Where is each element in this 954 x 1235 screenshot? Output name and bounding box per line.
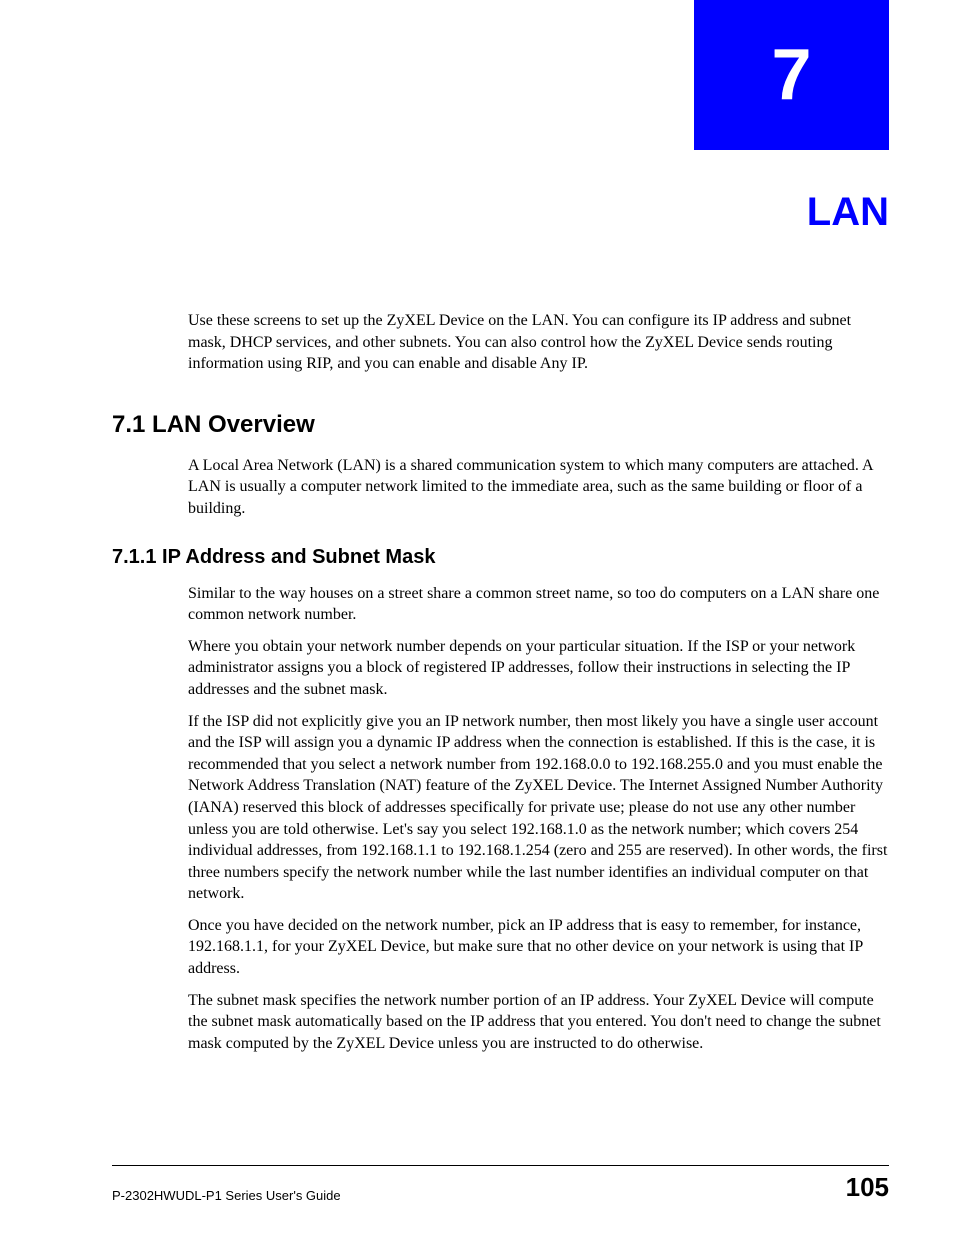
chapter-title: LAN — [807, 190, 889, 235]
section-7-1-1-p1: Similar to the way houses on a street sh… — [188, 583, 889, 626]
section-7-1-1-p2: Where you obtain your network number dep… — [188, 636, 889, 701]
page: 7 LAN Use these screens to set up the Zy… — [0, 0, 954, 1235]
footer-guide-title: P-2302HWUDL-P1 Series User's Guide — [112, 1188, 341, 1203]
section-7-1-p1: A Local Area Network (LAN) is a shared c… — [188, 455, 889, 520]
content-area: Use these screens to set up the ZyXEL De… — [112, 310, 889, 1064]
section-heading-7-1-1: 7.1.1 IP Address and Subnet Mask — [112, 546, 889, 569]
section-7-1-1-p3: If the ISP did not explicitly give you a… — [188, 711, 889, 905]
section-7-1-1-p4: Once you have decided on the network num… — [188, 915, 889, 980]
intro-paragraph: Use these screens to set up the ZyXEL De… — [188, 310, 889, 375]
chapter-number: 7 — [771, 34, 811, 116]
chapter-number-box: 7 — [694, 0, 889, 150]
section-heading-7-1: 7.1 LAN Overview — [112, 411, 889, 439]
footer-page-number: 105 — [846, 1172, 889, 1203]
section-7-1-1-p5: The subnet mask specifies the network nu… — [188, 990, 889, 1055]
page-footer: P-2302HWUDL-P1 Series User's Guide 105 — [112, 1165, 889, 1203]
